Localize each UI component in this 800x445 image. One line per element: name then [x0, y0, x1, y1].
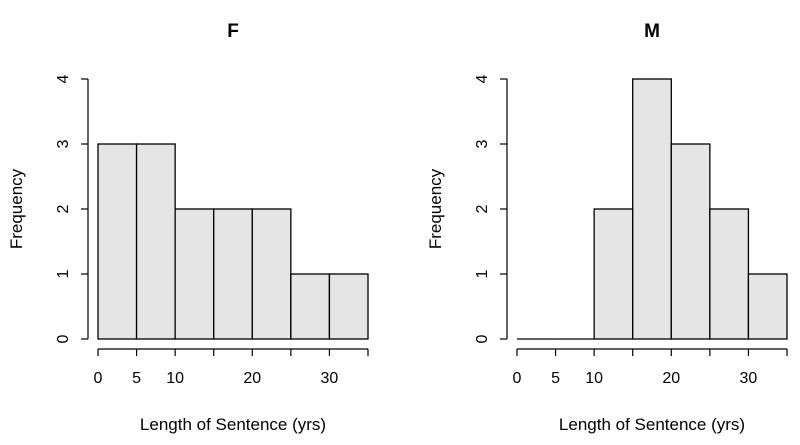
x-axis-label-m: Length of Sentence (yrs)	[559, 415, 745, 434]
histogram-bar	[632, 78, 672, 340]
x-tick-label: 30	[321, 370, 339, 387]
y-tick-label: 3	[55, 139, 72, 148]
histogram-bar	[135, 143, 176, 340]
y-tick-label: 2	[474, 204, 491, 213]
panel-f: F Length of Sentence (yrs) Frequency 0 5 1…	[7, 21, 369, 434]
y-tick-label: 0	[55, 334, 72, 343]
histogram-bar	[328, 273, 369, 340]
y-axis-label-m: Frequency	[426, 168, 445, 249]
y-tick-label: 2	[55, 204, 72, 213]
histogram-bar	[670, 143, 711, 340]
y-tick-label: 1	[55, 269, 72, 278]
y-axis-label-f: Frequency	[7, 168, 26, 249]
histogram-bar	[747, 273, 788, 340]
histogram-bar	[251, 208, 292, 340]
x-tick-label: 30	[740, 370, 758, 387]
x-tick-label: 10	[166, 370, 184, 387]
x-tick-label: 10	[585, 370, 603, 387]
histogram-bar	[213, 208, 253, 340]
x-tick-label: 0	[94, 370, 103, 387]
histogram-bar	[97, 143, 138, 340]
panel-title-f: F	[227, 21, 239, 42]
y-tick-label: 0	[474, 334, 491, 343]
x-axis-label-f: Length of Sentence (yrs)	[140, 415, 326, 434]
x-tick-label: 5	[132, 370, 141, 387]
y-tick-label: 1	[474, 269, 491, 278]
y-tick-label: 4	[474, 74, 491, 83]
x-tick-label: 5	[551, 370, 560, 387]
panel-title-m: M	[644, 21, 660, 42]
y-tick-label: 4	[55, 74, 72, 83]
histogram-bar	[593, 208, 634, 340]
x-tick-label: 20	[662, 370, 680, 387]
x-tick-label: 0	[513, 370, 522, 387]
panel-m: M Length of Sentence (yrs) Frequency 0 5 1…	[426, 21, 788, 434]
histogram-bar	[290, 273, 331, 340]
histogram-bar	[709, 208, 750, 340]
y-tick-label: 3	[474, 139, 491, 148]
histogram-bar	[174, 208, 215, 340]
x-tick-label: 20	[243, 370, 261, 387]
